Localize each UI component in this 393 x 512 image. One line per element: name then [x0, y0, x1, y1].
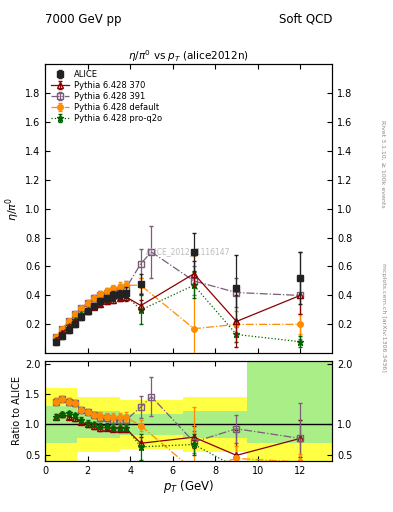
- Text: ALICE_2012_I1116147: ALICE_2012_I1116147: [146, 247, 231, 257]
- Y-axis label: Ratio to ALICE: Ratio to ALICE: [12, 376, 22, 445]
- Text: 7000 GeV pp: 7000 GeV pp: [45, 13, 122, 26]
- Text: Soft QCD: Soft QCD: [279, 13, 332, 26]
- Legend: ALICE, Pythia 6.428 370, Pythia 6.428 391, Pythia 6.428 default, Pythia 6.428 pr: ALICE, Pythia 6.428 370, Pythia 6.428 39…: [50, 68, 163, 125]
- Y-axis label: $\eta/\pi^{0}$: $\eta/\pi^{0}$: [4, 197, 22, 221]
- Text: Rivet 3.1.10, ≥ 100k events: Rivet 3.1.10, ≥ 100k events: [381, 120, 386, 208]
- Title: $\eta/\pi^{0}$ vs $p_{T}$ (alice2012n): $\eta/\pi^{0}$ vs $p_{T}$ (alice2012n): [128, 48, 249, 64]
- Text: mcplots.cern.ch [arXiv:1306.3436]: mcplots.cern.ch [arXiv:1306.3436]: [381, 263, 386, 372]
- X-axis label: $p_{T}$ (GeV): $p_{T}$ (GeV): [163, 478, 214, 496]
